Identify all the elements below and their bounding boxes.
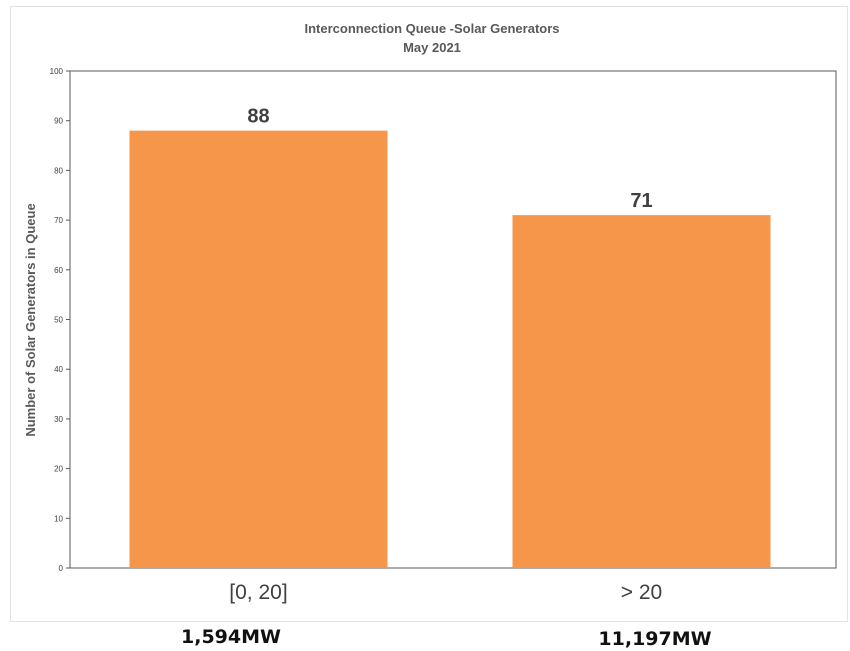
capacity-label-1: 11,197MW <box>598 628 712 650</box>
bar-1 <box>512 215 771 568</box>
y-tick-label-4: 40 <box>54 365 63 374</box>
bar-0 <box>129 130 388 568</box>
y-axis-label: Number of Solar Generators in Queue <box>23 203 38 436</box>
data-label-1: 71 <box>630 190 652 212</box>
y-tick-label-0: 0 <box>59 564 64 573</box>
x-category-label-1: > 20 <box>621 581 662 604</box>
x-category-label-0: [0, 20] <box>229 581 287 604</box>
y-tick-label-3: 30 <box>54 415 63 424</box>
chart-subtitle: May 2021 <box>403 40 461 55</box>
y-tick-label-10: 100 <box>50 67 64 76</box>
y-tick-label-7: 70 <box>54 216 63 225</box>
chart-title: Interconnection Queue -Solar Generators <box>305 21 560 36</box>
y-tick-label-9: 90 <box>54 117 63 126</box>
data-label-0: 88 <box>247 106 269 128</box>
y-tick-label-6: 60 <box>54 266 63 275</box>
capacity-label-0: 1,594MW <box>181 626 281 648</box>
y-tick-label-5: 50 <box>54 316 63 325</box>
y-tick-label-8: 80 <box>54 166 63 175</box>
y-tick-label-2: 20 <box>54 465 63 474</box>
y-tick-label-1: 10 <box>54 514 63 523</box>
plot-area: 0 10 20 30 40 50 60 70 80 90 100 88 [0, 20] 71 > 20 <box>50 67 837 604</box>
